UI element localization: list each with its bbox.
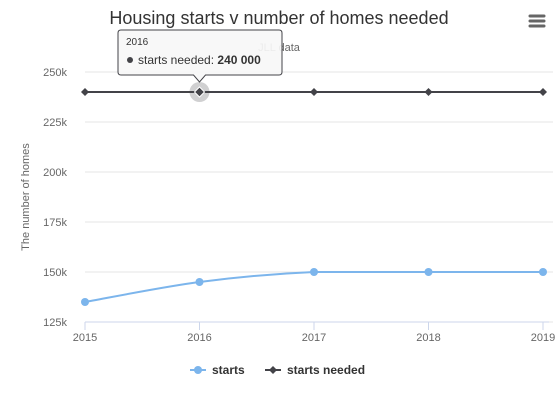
legend-marker xyxy=(194,366,202,374)
legend-item-starts-needed[interactable]: starts needed xyxy=(265,363,365,377)
x-tick-label: 2016 xyxy=(187,332,211,344)
y-tick-label: 250k xyxy=(43,67,67,79)
legend-label: starts needed xyxy=(287,363,365,377)
data-point[interactable] xyxy=(424,88,433,96)
data-point[interactable] xyxy=(195,278,204,286)
x-tick-label: 2018 xyxy=(416,332,440,344)
legend: starts starts needed xyxy=(190,363,365,377)
y-tick-label: 125k xyxy=(43,317,67,329)
chart-title: Housing starts v number of homes needed xyxy=(109,8,448,28)
series-line[interactable] xyxy=(84,270,543,303)
grid xyxy=(85,71,553,323)
legend-marker xyxy=(269,366,277,374)
y-tick-label: 175k xyxy=(43,217,67,229)
tooltip-background xyxy=(117,29,283,83)
data-point[interactable] xyxy=(424,268,433,276)
tooltip-header: 2016 xyxy=(126,37,149,48)
tooltip-box: 2016 starts needed: 240 000 xyxy=(117,29,283,83)
tooltip-value: 240 000 xyxy=(217,53,261,67)
y-tick-label: 150k xyxy=(43,267,67,279)
data-point[interactable] xyxy=(193,86,206,98)
x-tick-label: 2017 xyxy=(302,332,326,344)
data-point[interactable] xyxy=(310,88,318,96)
tooltip: 2016 starts needed: 240 000 xyxy=(117,29,283,83)
series-starts-needed[interactable] xyxy=(81,82,547,102)
y-tick-label: 225k xyxy=(43,117,67,129)
data-point[interactable] xyxy=(539,88,547,96)
data-point[interactable] xyxy=(539,268,547,276)
legend-item-starts[interactable]: starts xyxy=(190,363,245,377)
x-tick-label: 2015 xyxy=(73,332,97,344)
data-point[interactable] xyxy=(81,88,89,96)
data-point[interactable] xyxy=(310,268,318,276)
series-starts[interactable] xyxy=(81,268,547,306)
data-point[interactable] xyxy=(81,298,89,306)
legend-label: starts xyxy=(212,363,245,377)
axes: 125k 150k 175k 200k 225k 250k 2015 2016 2017 2018… xyxy=(43,67,555,344)
tooltip-series-label: starts needed: xyxy=(138,53,217,67)
y-axis-title: The number of homes xyxy=(20,143,32,251)
hamburger-menu-icon[interactable] xyxy=(528,14,546,28)
series xyxy=(81,82,547,306)
tooltip-body: starts needed: 240 000 xyxy=(138,53,261,67)
x-tick-label: 2019 xyxy=(531,332,555,344)
menu-button[interactable] xyxy=(522,8,552,34)
y-tick-label: 200k xyxy=(43,167,67,179)
tooltip-series-dot xyxy=(127,57,133,63)
